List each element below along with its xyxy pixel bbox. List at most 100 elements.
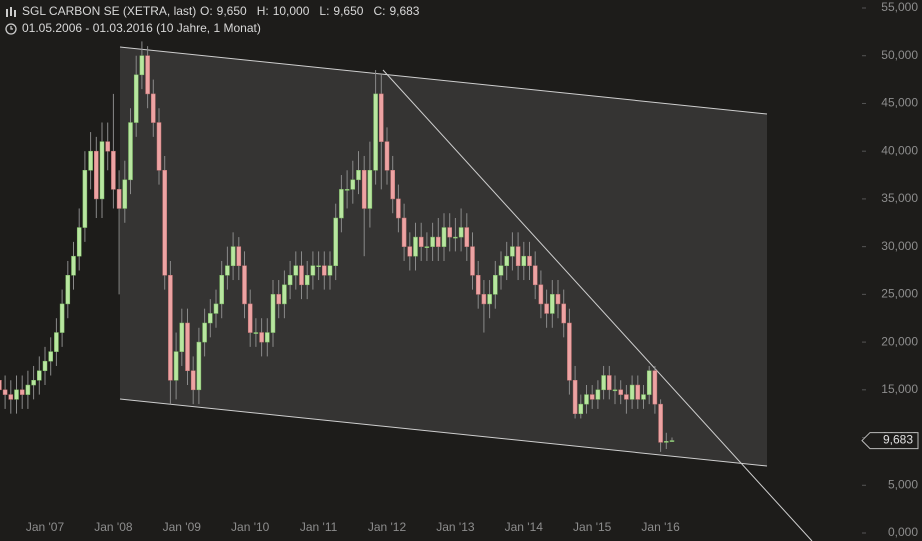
candle-body (658, 403, 663, 443)
candle-body (521, 255, 527, 266)
candle-body (31, 380, 36, 386)
candle-body (8, 394, 14, 400)
candle-body (19, 389, 25, 395)
y-tick-label: 45,000 (881, 96, 918, 110)
x-tick-label: Jan '08 (94, 520, 133, 534)
last-value-marker (861, 432, 919, 450)
candle-body (595, 389, 601, 400)
candle-body (54, 332, 59, 352)
candle-body (48, 351, 53, 362)
candle-body (185, 322, 190, 371)
candle-body (487, 294, 492, 305)
candle-body (430, 236, 435, 247)
chart-title: SGL CARBON SE (XETRA, last) (22, 4, 196, 18)
y-tick-label: 0,000 (888, 525, 918, 539)
candle-body (276, 294, 281, 305)
candle-body (196, 341, 202, 391)
candle-body (122, 179, 128, 209)
candle-body (168, 275, 173, 381)
y-tick-label: 5,000 (888, 477, 918, 491)
candle-body (629, 384, 635, 400)
candle-body (270, 294, 276, 333)
ohlc-value: 10,000 (273, 4, 310, 18)
candle-body (561, 303, 566, 324)
candle-body (99, 141, 105, 200)
x-tick-label: Jan '10 (231, 520, 270, 534)
candle-body (493, 275, 498, 295)
candle-body (624, 394, 629, 400)
candle-body (441, 227, 447, 247)
candle-body (498, 265, 504, 276)
candle-body (42, 360, 48, 371)
candle-body (453, 236, 458, 239)
y-tick-label: 20,000 (881, 334, 918, 348)
candle-body (37, 370, 42, 381)
last-value-label: 9,683 (883, 433, 913, 447)
candle-body (265, 332, 270, 343)
candle-body (664, 441, 669, 443)
candle-body (390, 170, 395, 200)
candle-body (156, 122, 162, 171)
candle-body (225, 265, 230, 276)
candle-body (413, 236, 418, 257)
ohlc-label: O: (200, 4, 213, 18)
candle-body (293, 265, 299, 276)
candle-body (310, 265, 316, 276)
y-tick-label: 50,000 (881, 48, 918, 62)
candle-body (384, 141, 390, 171)
candle-body (475, 275, 481, 295)
trend-line (382, 69, 813, 541)
y-tick-label: 40,000 (881, 143, 918, 157)
candle-body (65, 275, 71, 305)
channel-lower-line (119, 398, 768, 467)
candle-body (373, 93, 378, 171)
candle-body (572, 380, 578, 414)
candle-body (350, 179, 356, 190)
x-tick-label: Jan '12 (368, 520, 407, 534)
candle-body (641, 394, 646, 400)
candle-body (589, 394, 595, 400)
candle-body (111, 150, 116, 190)
y-tick-label: 35,000 (881, 191, 918, 205)
ohlc-label: C: (373, 4, 385, 18)
candle-body (145, 55, 150, 95)
candle-body (139, 55, 145, 76)
x-tick-label: Jan '16 (641, 520, 680, 534)
y-tick-label: 25,000 (881, 287, 918, 301)
candle-body (550, 294, 555, 314)
candle-body (304, 275, 310, 286)
candle-body (0, 380, 2, 391)
ohlc-value: 9,650 (217, 4, 247, 18)
ohlc-value: 9,650 (333, 4, 363, 18)
candle-body (173, 351, 179, 381)
candle-body (299, 265, 304, 286)
ohlc-label: H: (257, 4, 269, 18)
channel-upper-line (119, 46, 768, 115)
candle-body (396, 198, 401, 219)
candle-body (287, 275, 293, 286)
candle-body (94, 150, 99, 200)
candle-body (327, 265, 333, 276)
candle-body (88, 150, 93, 171)
candle-body (219, 275, 224, 305)
x-tick-label: Jan '14 (505, 520, 544, 534)
candle-body (669, 440, 675, 442)
candle-body (601, 375, 606, 391)
candle-body (612, 389, 618, 392)
candle-body (447, 227, 452, 238)
y-tick-label: 55,000 (881, 0, 918, 14)
candle-body (555, 294, 561, 305)
candle-body (584, 394, 589, 405)
candle-body (361, 170, 367, 209)
candle-body (515, 246, 521, 266)
candle-body (59, 303, 65, 333)
candle-body (464, 227, 470, 247)
candle-body (538, 284, 544, 305)
y-tick-label: 15,000 (881, 382, 918, 396)
candle-body (236, 246, 242, 266)
candle-body (436, 236, 441, 247)
candle-body (458, 227, 464, 238)
candle-body (71, 255, 76, 276)
candle-body (510, 246, 515, 257)
